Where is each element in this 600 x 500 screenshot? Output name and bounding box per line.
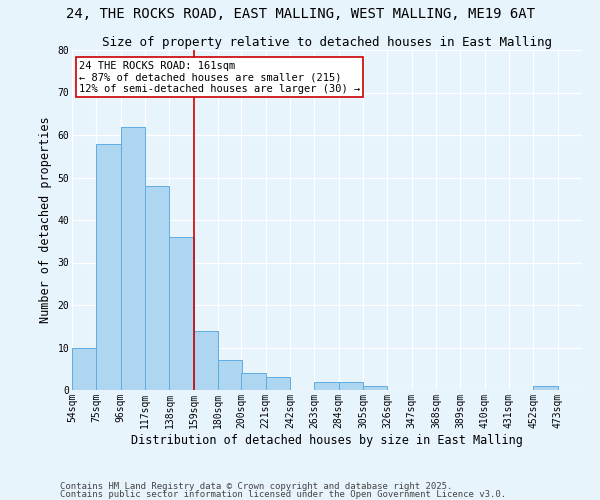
Bar — [218, 360, 242, 390]
Bar — [241, 373, 266, 390]
Bar — [121, 126, 145, 390]
Bar — [533, 386, 557, 390]
Bar — [266, 378, 290, 390]
Bar — [97, 144, 121, 390]
Bar — [338, 382, 363, 390]
X-axis label: Distribution of detached houses by size in East Malling: Distribution of detached houses by size … — [131, 434, 523, 446]
Text: 24, THE ROCKS ROAD, EAST MALLING, WEST MALLING, ME19 6AT: 24, THE ROCKS ROAD, EAST MALLING, WEST M… — [65, 8, 535, 22]
Y-axis label: Number of detached properties: Number of detached properties — [39, 116, 52, 324]
Bar — [72, 348, 97, 390]
Bar — [314, 382, 338, 390]
Title: Size of property relative to detached houses in East Malling: Size of property relative to detached ho… — [102, 36, 552, 49]
Text: 24 THE ROCKS ROAD: 161sqm
← 87% of detached houses are smaller (215)
12% of semi: 24 THE ROCKS ROAD: 161sqm ← 87% of detac… — [79, 60, 360, 94]
Bar — [145, 186, 169, 390]
Bar — [363, 386, 387, 390]
Bar — [169, 237, 194, 390]
Bar — [194, 330, 218, 390]
Text: Contains public sector information licensed under the Open Government Licence v3: Contains public sector information licen… — [60, 490, 506, 499]
Text: Contains HM Land Registry data © Crown copyright and database right 2025.: Contains HM Land Registry data © Crown c… — [60, 482, 452, 491]
